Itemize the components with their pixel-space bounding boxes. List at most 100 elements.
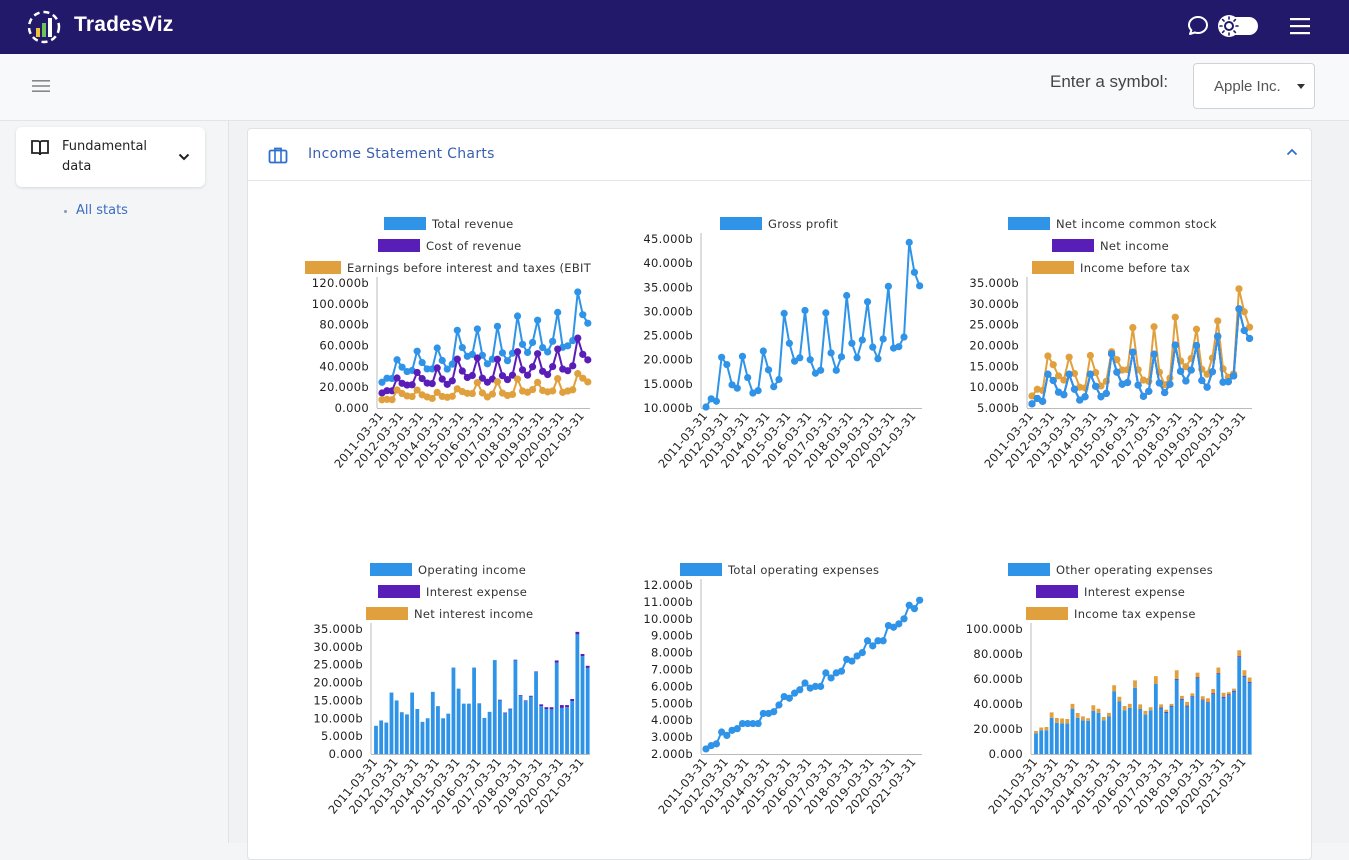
bar — [559, 705, 564, 708]
data-point — [574, 334, 582, 342]
data-point — [1065, 370, 1073, 378]
data-point — [790, 689, 799, 697]
bar — [1091, 705, 1096, 711]
panel-header[interactable]: Income Statement Charts — [248, 129, 1311, 181]
data-point — [1086, 370, 1094, 378]
bar — [1216, 674, 1221, 754]
sidebar-item-fundamental-data[interactable]: Fundamental data — [16, 127, 205, 187]
bar — [575, 631, 580, 635]
legend-label: Other operating expenses — [1056, 563, 1213, 577]
data-point — [822, 669, 830, 677]
data-point — [1235, 285, 1243, 293]
symbol-label: Enter a symbol: — [1050, 72, 1169, 91]
chart-operating-expenses: Total operating expenses 2.000b 3.000b 4.00… — [630, 551, 950, 843]
data-point — [433, 364, 441, 372]
y-tick-label: 9.000b — [651, 629, 693, 643]
bar — [1127, 703, 1132, 708]
bar — [1112, 691, 1117, 754]
data-point — [827, 349, 835, 357]
legend-label: Interest expense — [1084, 585, 1185, 599]
data-point — [523, 348, 532, 357]
panel-title: Income Statement Charts — [308, 146, 495, 162]
bar — [1211, 693, 1216, 694]
data-point — [584, 356, 592, 364]
legend-swatch — [680, 563, 722, 576]
brand-name[interactable]: TradesViz — [74, 13, 174, 36]
bar — [513, 660, 518, 754]
bar — [544, 707, 549, 709]
data-point — [848, 339, 856, 347]
data-point — [478, 374, 486, 382]
data-point — [503, 375, 512, 384]
data-point — [1097, 393, 1105, 401]
data-point — [1214, 317, 1222, 325]
symbol-select[interactable]: Apple Inc. — [1193, 63, 1315, 109]
data-point — [1054, 372, 1063, 380]
bar — [1195, 672, 1200, 678]
bar — [436, 706, 440, 754]
data-point — [801, 679, 809, 687]
legend-label: Earnings before interest and taxes (EBIT — [347, 261, 592, 275]
y-tick-label: 120.000b — [312, 276, 369, 290]
bar — [534, 671, 538, 673]
legend-swatch — [1008, 217, 1050, 230]
sidebar-link-all-stats[interactable]: All stats — [76, 203, 128, 218]
data-point — [900, 615, 908, 623]
y-tick-label: 60.000b — [319, 339, 369, 353]
bar — [1096, 712, 1101, 754]
sidebar-toggle-icon[interactable] — [32, 79, 50, 93]
y-tick-label: 40.000b — [319, 359, 369, 373]
bar — [1133, 687, 1137, 754]
y-tick-label: 11.000b — [643, 595, 693, 609]
data-point — [1155, 379, 1163, 387]
data-point — [1150, 350, 1158, 358]
data-point — [775, 701, 783, 709]
bar — [1174, 670, 1179, 679]
bar — [1159, 707, 1163, 709]
data-point — [1187, 366, 1195, 374]
bar — [508, 708, 513, 710]
data-point — [1150, 323, 1158, 331]
bar — [539, 706, 544, 754]
legend-swatch — [305, 261, 341, 274]
y-tick-label: 0.000 — [335, 401, 369, 415]
tradesviz-logo-icon[interactable] — [26, 9, 62, 45]
bar — [446, 713, 451, 754]
data-point — [785, 339, 793, 347]
data-point — [584, 319, 592, 327]
theme-toggle[interactable] — [1216, 13, 1260, 39]
bar — [1247, 677, 1252, 682]
data-point — [503, 357, 512, 365]
data-point — [1060, 391, 1068, 399]
data-point — [554, 308, 562, 316]
bar — [498, 700, 502, 754]
data-point — [796, 354, 804, 362]
chart-net-income: Net income common stock Net income Income … — [960, 205, 1280, 505]
chevron-down-icon[interactable] — [178, 153, 190, 161]
chevron-up-icon[interactable] — [1286, 148, 1298, 156]
data-point — [811, 682, 820, 690]
bar — [1138, 709, 1143, 754]
data-point — [770, 708, 778, 716]
chat-icon[interactable] — [1186, 14, 1210, 38]
bar — [565, 705, 569, 708]
bar — [451, 667, 456, 754]
y-tick-label: 2.000b — [651, 747, 693, 761]
data-point — [1235, 305, 1243, 313]
data-point — [1182, 377, 1190, 385]
bar — [1200, 696, 1205, 700]
data-point — [905, 238, 913, 246]
data-point — [1171, 341, 1179, 349]
bar — [580, 656, 585, 754]
legend-label: Gross profit — [768, 217, 838, 231]
bar — [1101, 720, 1106, 754]
data-point — [493, 355, 502, 363]
data-point — [508, 390, 517, 399]
y-tick-label: 100.000b — [312, 297, 369, 311]
menu-icon[interactable] — [1289, 16, 1311, 36]
y-tick-label: 25.000b — [969, 318, 1019, 332]
y-tick-label: 7.000b — [651, 663, 693, 677]
bar — [1075, 717, 1080, 754]
chart-gross-profit: Gross profit 10.000b 15.000b 20.000b 25.000b… — [630, 205, 950, 505]
chart-svg: Total operating expenses 2.000b 3.000b 4.00… — [643, 563, 924, 817]
